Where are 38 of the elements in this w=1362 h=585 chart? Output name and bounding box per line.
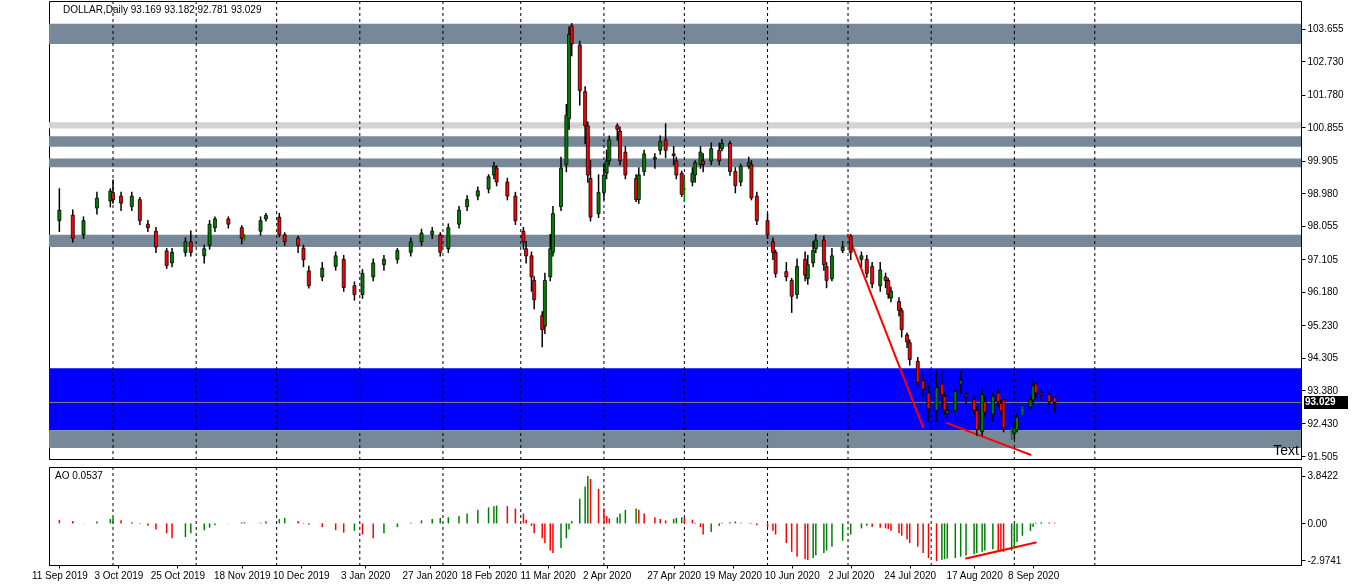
x-tick-label: 18 Feb 2020 <box>460 569 518 581</box>
x-tick-label: 18 Nov 2019 <box>213 569 272 581</box>
y-tick-label: 93.380 <box>1307 384 1339 396</box>
annotation: Text <box>1273 442 1300 458</box>
x-tick-label: 10 Dec 2019 <box>272 569 331 581</box>
y-tick-label: 97.105 <box>1307 253 1339 265</box>
x-tick-label: 2 Jul 2020 <box>828 569 875 581</box>
x-tick-label: 27 Jan 2020 <box>402 569 459 581</box>
chart-title: AO 0.0537 <box>55 470 104 481</box>
y-tick-label: 0.00 <box>1307 517 1328 529</box>
y-tick-label: 95.230 <box>1307 319 1339 331</box>
x-tick-label: 25 Oct 2019 <box>150 569 206 581</box>
y-tick-label: 101.780 <box>1307 89 1345 101</box>
y-tick-label: 100.855 <box>1307 121 1345 133</box>
x-tick-label: 2 Apr 2020 <box>582 569 632 581</box>
y-tick-label: 102.730 <box>1307 55 1345 67</box>
x-tick-label: 24 Jul 2020 <box>884 569 937 581</box>
y-tick-label: 91.505 <box>1307 450 1339 462</box>
y-tick-label: 99.905 <box>1307 155 1339 167</box>
y-tick-label: 92.430 <box>1307 418 1339 429</box>
x-tick-label: 27 Apr 2020 <box>647 569 702 581</box>
x-tick-label: 19 May 2020 <box>704 569 763 581</box>
x-tick-label: 10 Jun 2020 <box>764 569 821 581</box>
chart-title: DOLLAR,Daily 93.169 93.182 92.781 93.029 <box>63 4 262 15</box>
x-tick-label: 3 Jan 2020 <box>340 569 391 581</box>
y-tick-label: 3.8422 <box>1307 470 1339 482</box>
x-tick-label: 11 Mar 2020 <box>520 569 577 581</box>
y-tick-label: 98.980 <box>1307 187 1339 199</box>
y-tick-label: 103.655 <box>1307 23 1345 35</box>
y-tick-label: 98.055 <box>1307 220 1339 232</box>
y-tick-label: -2.9741 <box>1307 554 1342 566</box>
x-tick-label: 3 Oct 2019 <box>94 569 144 581</box>
ref-line-label: 93.029 <box>1305 396 1337 408</box>
x-tick-label: 17 Aug 2020 <box>946 569 1004 581</box>
x-tick-label: 8 Sep 2020 <box>1008 569 1060 581</box>
x-tick-label: 11 Sep 2019 <box>31 569 89 581</box>
y-tick-label: 94.305 <box>1307 352 1339 364</box>
y-tick-label: 96.180 <box>1307 286 1339 298</box>
